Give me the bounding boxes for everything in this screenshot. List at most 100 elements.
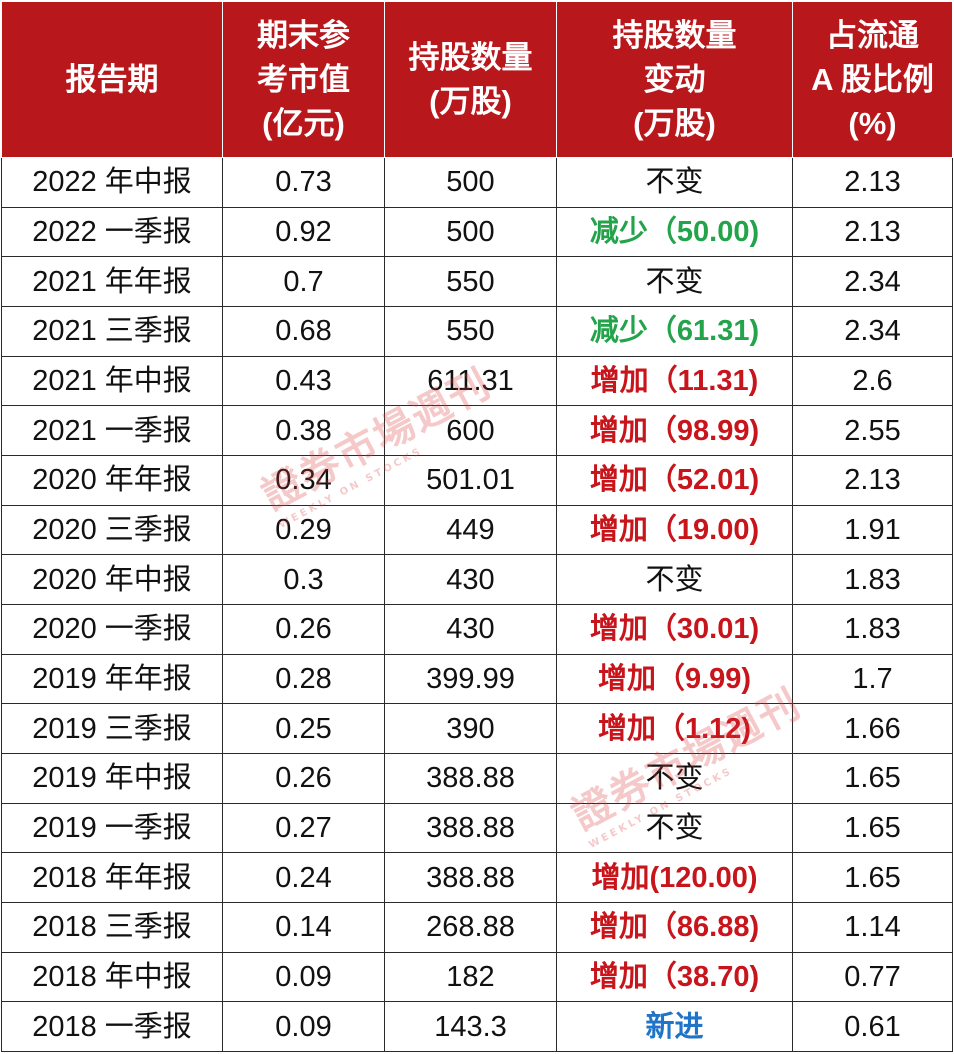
cell-holding: 501.01 — [384, 454, 557, 506]
table-row: 2018 三季报 0.14 268.88 增加（86.88) 1.14 — [1, 901, 953, 953]
cell-market-value: 0.25 — [222, 703, 385, 754]
cell-market-value: 0.43 — [222, 355, 385, 407]
table-row: 2020 一季报 0.26 430 增加（30.01) 1.83 — [1, 603, 953, 655]
table-row: 2021 年中报 0.43 611.31 增加（11.31) 2.6 — [1, 355, 953, 407]
cell-change: 新进 — [556, 1001, 793, 1052]
table-row: 2020 年年报 0.34 501.01 增加（52.01) 2.13 — [1, 454, 953, 506]
cell-change: 不变 — [556, 802, 793, 854]
cell-ratio: 1.65 — [792, 802, 953, 854]
cell-holding: 143.3 — [384, 1001, 557, 1052]
table-row: 2018 年年报 0.24 388.88 增加(120.00) 1.65 — [1, 852, 953, 903]
cell-holding: 399.99 — [384, 653, 557, 705]
cell-change: 不变 — [556, 256, 793, 307]
cell-holding: 182 — [384, 951, 557, 1003]
header-market-value: 期末参 考市值 (亿元) — [222, 1, 385, 158]
table-row: 2022 一季报 0.92 500 减少（50.00) 2.13 — [1, 206, 953, 258]
cell-holding: 430 — [384, 554, 557, 605]
cell-period: 2018 年年报 — [1, 852, 223, 903]
cell-market-value: 0.7 — [222, 256, 385, 307]
cell-period: 2021 年中报 — [1, 355, 223, 407]
cell-change: 不变 — [556, 752, 793, 804]
table-row: 2022 年中报 0.73 500 不变 2.13 — [1, 157, 953, 208]
cell-change: 减少（61.31) — [556, 305, 793, 357]
table-row: 2018 年中报 0.09 182 增加（38.70) 0.77 — [1, 951, 953, 1003]
cell-ratio: 1.65 — [792, 752, 953, 804]
cell-holding: 430 — [384, 603, 557, 655]
cell-ratio: 1.14 — [792, 901, 953, 953]
cell-change: 减少（50.00) — [556, 206, 793, 258]
cell-period: 2018 三季报 — [1, 901, 223, 953]
cell-change: 增加(120.00) — [556, 852, 793, 903]
header-holding: 持股数量 (万股) — [384, 1, 557, 158]
cell-change: 不变 — [556, 554, 793, 605]
cell-ratio: 2.13 — [792, 206, 953, 258]
cell-ratio: 1.83 — [792, 554, 953, 605]
cell-change: 增加（1.12) — [556, 703, 793, 754]
cell-change: 增加（9.99) — [556, 653, 793, 705]
cell-period: 2020 三季报 — [1, 504, 223, 556]
cell-period: 2022 年中报 — [1, 157, 223, 208]
cell-market-value: 0.09 — [222, 1001, 385, 1052]
cell-ratio: 2.55 — [792, 405, 953, 456]
cell-holding: 390 — [384, 703, 557, 754]
cell-holding: 500 — [384, 157, 557, 208]
cell-period: 2020 一季报 — [1, 603, 223, 655]
cell-holding: 550 — [384, 305, 557, 357]
table-row: 2018 一季报 0.09 143.3 新进 0.61 — [1, 1001, 953, 1052]
cell-change: 增加（38.70) — [556, 951, 793, 1003]
cell-holding: 500 — [384, 206, 557, 258]
cell-ratio: 2.34 — [792, 305, 953, 357]
cell-period: 2019 年年报 — [1, 653, 223, 705]
cell-period: 2021 年年报 — [1, 256, 223, 307]
header-change: 持股数量 变动 (万股) — [556, 1, 793, 158]
cell-period: 2022 一季报 — [1, 206, 223, 258]
table-body: 2022 年中报 0.73 500 不变 2.13 2022 一季报 0.92 500 减少（5… — [1, 157, 953, 1052]
cell-market-value: 0.28 — [222, 653, 385, 705]
cell-period: 2021 一季报 — [1, 405, 223, 456]
table-header: 报告期 期末参 考市值 (亿元) 持股数量 (万股) 持股数量 变动 (万股) … — [1, 1, 953, 158]
table-row: 2019 三季报 0.25 390 增加（1.12) 1.66 — [1, 703, 953, 754]
cell-period: 2021 三季报 — [1, 305, 223, 357]
cell-market-value: 0.92 — [222, 206, 385, 258]
table-row: 2019 年中报 0.26 388.88 不变 1.65 — [1, 752, 953, 804]
cell-holding: 449 — [384, 504, 557, 556]
header-ratio: 占流通 A 股比例 (%) — [792, 1, 953, 158]
cell-holding: 600 — [384, 405, 557, 456]
cell-change: 增加（52.01) — [556, 454, 793, 506]
cell-market-value: 0.27 — [222, 802, 385, 854]
cell-market-value: 0.29 — [222, 504, 385, 556]
cell-change: 增加（30.01) — [556, 603, 793, 655]
cell-change: 不变 — [556, 157, 793, 208]
cell-market-value: 0.26 — [222, 603, 385, 655]
cell-market-value: 0.38 — [222, 405, 385, 456]
cell-ratio: 2.13 — [792, 157, 953, 208]
cell-market-value: 0.3 — [222, 554, 385, 605]
cell-change: 增加（98.99) — [556, 405, 793, 456]
cell-ratio: 1.65 — [792, 852, 953, 903]
cell-period: 2020 年年报 — [1, 454, 223, 506]
table-row: 2020 三季报 0.29 449 增加（19.00) 1.91 — [1, 504, 953, 556]
cell-holding: 388.88 — [384, 802, 557, 854]
cell-market-value: 0.68 — [222, 305, 385, 357]
table-row: 2021 年年报 0.7 550 不变 2.34 — [1, 256, 953, 307]
cell-holding: 388.88 — [384, 852, 557, 903]
cell-ratio: 1.66 — [792, 703, 953, 754]
cell-period: 2020 年中报 — [1, 554, 223, 605]
table-row: 2021 一季报 0.38 600 增加（98.99) 2.55 — [1, 405, 953, 456]
cell-ratio: 1.83 — [792, 603, 953, 655]
cell-market-value: 0.34 — [222, 454, 385, 506]
cell-ratio: 2.13 — [792, 454, 953, 506]
cell-change: 增加（86.88) — [556, 901, 793, 953]
table-row: 2020 年中报 0.3 430 不变 1.83 — [1, 554, 953, 605]
table-row: 2019 一季报 0.27 388.88 不变 1.65 — [1, 802, 953, 854]
cell-ratio: 1.91 — [792, 504, 953, 556]
header-period: 报告期 — [1, 1, 223, 158]
cell-ratio: 1.7 — [792, 653, 953, 705]
cell-ratio: 2.6 — [792, 355, 953, 407]
cell-holding: 611.31 — [384, 355, 557, 407]
cell-market-value: 0.14 — [222, 901, 385, 953]
table-row: 2019 年年报 0.28 399.99 增加（9.99) 1.7 — [1, 653, 953, 705]
cell-change: 增加（11.31) — [556, 355, 793, 407]
cell-ratio: 0.61 — [792, 1001, 953, 1052]
